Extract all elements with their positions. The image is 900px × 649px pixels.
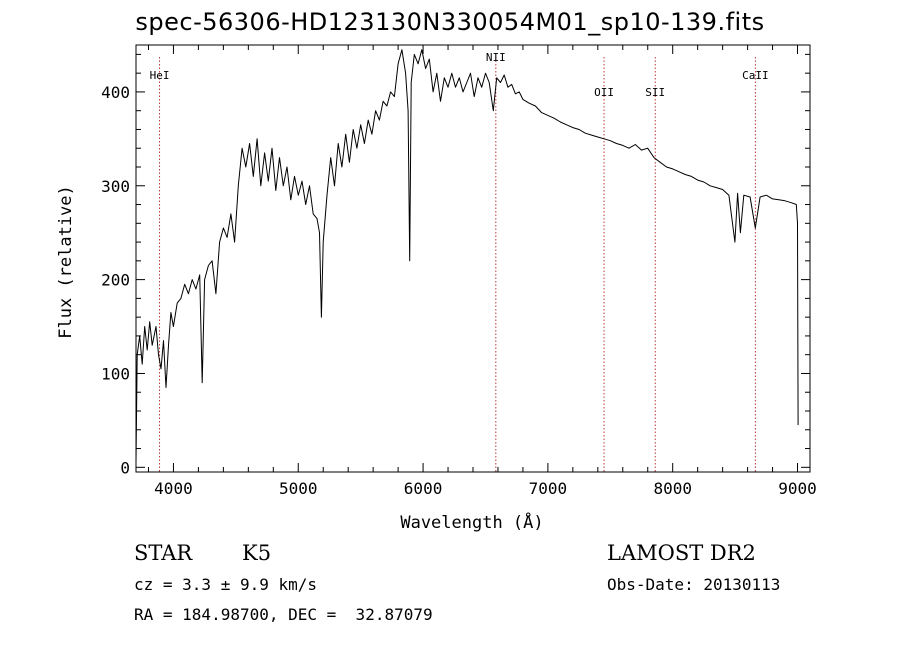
axes: 4000 5000 6000 7000 8000 9000 0 100 200 300 400 bbox=[101, 44, 817, 498]
redshift-cz: cz = 3.3 ± 9.9 km/s bbox=[134, 575, 318, 594]
x-axis-label: Wavelength (Å) bbox=[400, 511, 543, 533]
x-tick-label-8000: 8000 bbox=[653, 479, 692, 498]
y-tick-label-400: 400 bbox=[101, 83, 130, 102]
y-tick-label-200: 200 bbox=[101, 271, 130, 290]
series bbox=[135, 49, 799, 463]
y-tick-label-300: 300 bbox=[101, 177, 130, 196]
chart-title: spec-56306-HD123130N330054M01_sp10-139.f… bbox=[135, 8, 765, 36]
spectral-line-label-caii: CaII bbox=[742, 69, 769, 82]
spectral-line-label-oii: OII bbox=[594, 86, 614, 99]
y-tick-label-0: 0 bbox=[120, 458, 130, 477]
plot-frame bbox=[135, 44, 811, 473]
spectral-line-label-nii: NII bbox=[486, 51, 506, 64]
x-tick-label-6000: 6000 bbox=[404, 479, 443, 498]
spectral-line-label-hei: HeI bbox=[150, 69, 170, 82]
survey-label: LAMOST DR2 bbox=[607, 541, 756, 565]
y-tick-label-100: 100 bbox=[101, 364, 130, 383]
object-class: STAR bbox=[134, 541, 193, 565]
y-axis-label: Flux (relative) bbox=[56, 185, 76, 339]
x-tick-label-9000: 9000 bbox=[778, 479, 817, 498]
obs-date: Obs-Date: 20130113 bbox=[607, 575, 781, 594]
spectral-lines: HeI NII OII SII CaII bbox=[150, 51, 769, 472]
x-tick-label-7000: 7000 bbox=[529, 479, 568, 498]
x-tick-label-5000: 5000 bbox=[279, 479, 318, 498]
spectral-line-label-sii: SII bbox=[645, 86, 665, 99]
object-subclass: K5 bbox=[242, 541, 272, 565]
coordinates: RA = 184.98700, DEC = 32.87079 bbox=[134, 605, 433, 624]
x-tick-label-4000: 4000 bbox=[154, 479, 193, 498]
spectrum-line-0 bbox=[135, 49, 799, 463]
